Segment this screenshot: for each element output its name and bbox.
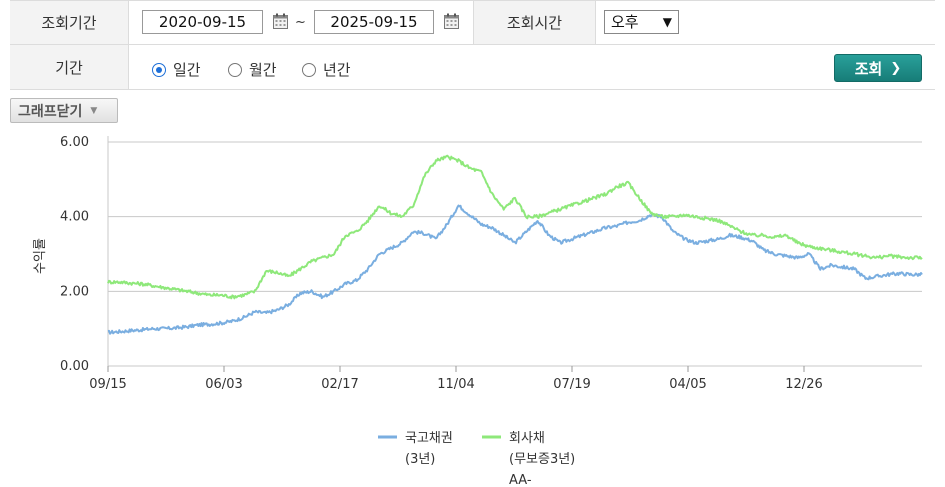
x-tick-label: 06/03: [205, 377, 242, 392]
radio-monthly[interactable]: 월간: [228, 59, 277, 80]
time-select[interactable]: 오후 ▼: [604, 10, 679, 34]
y-tick-label: 4.00: [60, 210, 89, 225]
series-line-0: [107, 204, 923, 335]
interval-label: 기간: [10, 45, 129, 89]
radio-unchecked-icon[interactable]: [302, 62, 316, 77]
series-line-1: [107, 154, 923, 300]
legend-label: AA-: [509, 473, 532, 487]
y-tick-label: 0.00: [60, 359, 89, 374]
x-tick-label: 09/15: [89, 377, 126, 392]
time-select-value: 오후: [611, 13, 639, 31]
chevron-down-icon: ▼: [90, 105, 98, 116]
radio-unchecked-icon[interactable]: [228, 62, 242, 77]
radio-checked-icon[interactable]: [152, 62, 166, 77]
date-range-separator: ~: [295, 15, 306, 30]
radio-daily-label: 일간: [173, 61, 201, 79]
period-row: 조회기간 2020-09-15 ~ 2025-09-15 조회시간 오후 ▼: [10, 0, 935, 45]
start-date-input[interactable]: 2020-09-15: [142, 10, 263, 34]
chart-legend: 국고채권 (3년) 회사채 (무보증3년) AA-: [378, 431, 575, 487]
x-tick-label: 11/04: [437, 377, 474, 392]
legend-label: (3년): [405, 452, 435, 467]
chevron-right-icon: ❯: [890, 60, 902, 76]
radio-yearly[interactable]: 년간: [302, 59, 351, 80]
calendar-icon[interactable]: [273, 13, 288, 29]
time-label: 조회시간: [473, 1, 596, 44]
chart-series: [107, 154, 923, 335]
y-tick-label: 2.00: [60, 284, 89, 299]
y-axis-ticks: 6.00 4.00 2.00 0.00: [60, 135, 89, 374]
chevron-down-icon: ▼: [662, 15, 672, 29]
y-axis-label: 수익률: [33, 238, 48, 274]
x-tick-label: 02/17: [321, 377, 358, 392]
search-button-label: 조회: [854, 59, 883, 78]
y-tick-label: 6.00: [60, 135, 89, 150]
radio-monthly-label: 월간: [249, 61, 277, 79]
graph-close-button[interactable]: 그래프닫기 ▼: [10, 98, 118, 123]
legend-label: (무보증3년): [509, 452, 575, 467]
search-button[interactable]: 조회 ❯: [834, 54, 922, 82]
legend-label: 국고채권: [405, 431, 453, 446]
x-tick-label: 07/19: [553, 377, 590, 392]
period-label: 조회기간: [10, 1, 129, 44]
graph-close-label: 그래프닫기: [18, 103, 83, 120]
end-date-input[interactable]: 2025-09-15: [314, 10, 434, 34]
x-axis-ticks: 09/15 06/03 02/17 11/04 07/19 04/05 12/26: [89, 366, 823, 392]
yield-line-chart: 6.00 4.00 2.00 0.00 09/15 06/03 02/17 11/04 07/…: [33, 135, 923, 487]
interval-row: 기간 일간 월간 년간 조회 ❯: [10, 45, 935, 90]
chart-grid: [107, 136, 922, 367]
x-tick-label: 12/26: [785, 377, 822, 392]
x-tick-label: 04/05: [669, 377, 706, 392]
radio-yearly-label: 년간: [323, 61, 351, 79]
calendar-icon[interactable]: [444, 13, 459, 29]
radio-daily[interactable]: 일간: [152, 59, 201, 80]
legend-label: 회사채: [509, 431, 545, 446]
